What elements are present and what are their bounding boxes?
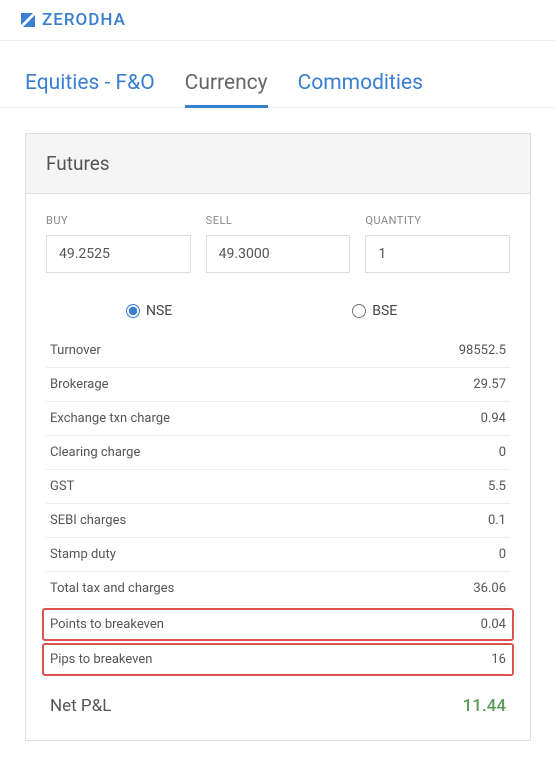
row-value: 5.5 [488,479,506,494]
segment-tabs: Equities - F&O Currency Commodities [0,41,556,108]
row-total-tax: Total tax and charges 36.06 [46,572,510,606]
row-label: GST [50,479,74,494]
card-title: Futures [26,134,530,194]
row-label: SEBI charges [50,513,126,528]
row-exchange-txn: Exchange txn charge 0.94 [46,402,510,436]
row-label: Stamp duty [50,547,116,562]
buy-input[interactable] [46,235,191,273]
net-pnl-row: Net P&L 11.44 [46,678,510,720]
brand-name: ZERODHA [42,10,126,30]
row-value: 29.57 [473,377,506,392]
buy-label: BUY [46,214,191,227]
net-pnl-label: Net P&L [50,696,111,716]
bse-label: BSE [372,303,397,319]
row-label: Total tax and charges [50,581,174,596]
exchange-nse-option[interactable]: NSE [126,303,172,319]
row-label: Brokerage [50,377,109,392]
row-value: 0.04 [481,617,506,632]
zerodha-icon [20,12,36,28]
row-gst: GST 5.5 [46,470,510,504]
bse-radio[interactable] [352,304,366,318]
row-stamp-duty: Stamp duty 0 [46,538,510,572]
quantity-label: QUANTITY [365,214,510,227]
row-clearing: Clearing charge 0 [46,436,510,470]
tab-currency[interactable]: Currency [185,71,268,107]
tab-commodities[interactable]: Commodities [298,71,423,107]
row-value: 0 [499,445,506,460]
row-value: 0.94 [481,411,506,426]
row-value: 36.06 [473,581,506,596]
row-value: 0 [499,547,506,562]
nse-label: NSE [146,303,172,319]
buy-group: BUY [46,214,191,273]
row-label: Pips to breakeven [50,652,152,667]
exchange-radio-row: NSE BSE [46,293,510,334]
input-row: BUY SELL QUANTITY [46,214,510,273]
sell-input[interactable] [206,235,351,273]
row-sebi: SEBI charges 0.1 [46,504,510,538]
exchange-bse-option[interactable]: BSE [352,303,397,319]
row-turnover: Turnover 98552.5 [46,334,510,368]
sell-group: SELL [206,214,351,273]
tab-equities-fno[interactable]: Equities - F&O [25,71,155,107]
card-body: BUY SELL QUANTITY NSE BSE [26,194,530,740]
row-label: Clearing charge [50,445,140,460]
quantity-group: QUANTITY [365,214,510,273]
row-value: 0.1 [488,513,506,528]
row-value: 98552.5 [459,343,506,358]
row-label: Exchange txn charge [50,411,170,426]
charges-table: Turnover 98552.5 Brokerage 29.57 Exchang… [46,334,510,676]
net-pnl-value: 11.44 [463,696,506,716]
brand-logo[interactable]: ZERODHA [20,10,126,30]
row-value: 16 [491,652,506,667]
row-pips-breakeven: Pips to breakeven 16 [42,643,514,676]
quantity-input[interactable] [365,235,510,273]
row-brokerage: Brokerage 29.57 [46,368,510,402]
row-label: Points to breakeven [50,617,164,632]
sell-label: SELL [206,214,351,227]
nse-radio[interactable] [126,304,140,318]
row-points-breakeven: Points to breakeven 0.04 [42,608,514,641]
row-label: Turnover [50,343,101,358]
futures-card: Futures BUY SELL QUANTITY NSE BS [25,133,531,741]
app-header: ZERODHA [0,0,556,41]
